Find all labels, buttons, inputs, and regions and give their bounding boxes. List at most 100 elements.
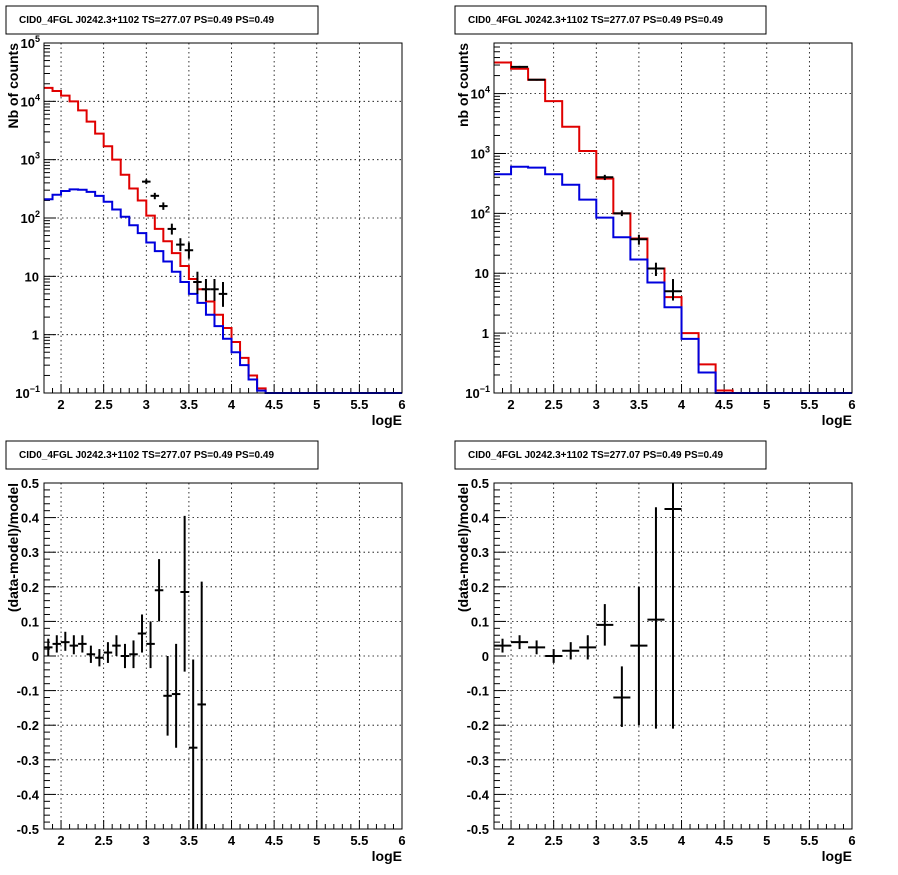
data-point <box>596 174 614 181</box>
data-point <box>201 279 211 301</box>
x-tick-label: 2 <box>57 833 64 848</box>
x-tick-label: 4.5 <box>265 397 283 412</box>
x-tick-label: 3.5 <box>630 397 648 412</box>
x-tick-label: 5.5 <box>350 833 368 848</box>
y-tick-label: -0.3 <box>467 753 489 768</box>
y-tick-label: 0 <box>482 649 489 664</box>
x-tick-label: 5 <box>313 397 320 412</box>
x-tick-label: 6 <box>398 397 405 412</box>
data-point <box>150 192 160 200</box>
model-total-step-line <box>494 61 852 394</box>
x-tick-label: 5.5 <box>800 397 818 412</box>
y-tick-label: -0.5 <box>467 822 489 837</box>
model-source-step-line <box>44 188 402 394</box>
y-tick-label: 0.5 <box>471 476 489 491</box>
data-point <box>129 640 138 669</box>
data-point <box>176 238 185 252</box>
x-tick-label: 2 <box>57 397 64 412</box>
data-point <box>528 78 546 81</box>
x-axis-label: logE <box>372 412 402 428</box>
x-tick-label: 5 <box>763 397 770 412</box>
data-point <box>511 65 529 68</box>
chart-title: CID0_4FGL J0242.3+1102 TS=277.07 PS=0.49… <box>468 15 723 26</box>
y-tick-label: 10 <box>475 266 489 281</box>
chart-title: CID0_4FGL J0242.3+1102 TS=277.07 PS=0.49… <box>19 15 274 26</box>
plot-frame <box>493 42 853 394</box>
y-tick-label: 1 <box>32 328 39 343</box>
data-point <box>61 631 70 651</box>
data-point <box>69 635 79 655</box>
y-tick-label: -0.3 <box>17 753 39 768</box>
x-axis-label: logE <box>372 848 402 864</box>
data-point <box>613 666 631 727</box>
x-tick-label: 4 <box>228 833 236 848</box>
x-tick-label: 5 <box>313 833 320 848</box>
model-total-step-line <box>44 86 402 394</box>
title-box <box>454 5 767 35</box>
x-tick-label: 6 <box>848 833 855 848</box>
data-point <box>78 635 87 653</box>
y-tick-label: 0.3 <box>21 545 39 560</box>
y-tick-label: -0.1 <box>467 684 489 699</box>
data-point <box>120 643 130 669</box>
data-point <box>630 234 648 245</box>
title-box <box>5 5 319 35</box>
y-axis-label: (data-model)/model <box>5 483 21 612</box>
data-point <box>184 242 194 259</box>
y-tick-label: 0.4 <box>471 511 490 526</box>
x-tick-label: 3 <box>143 833 150 848</box>
data-point <box>664 483 682 729</box>
y-tick-label: 103 <box>21 151 40 168</box>
x-tick-label: 4.5 <box>715 833 733 848</box>
x-tick-label: 2.5 <box>95 833 113 848</box>
data-point <box>103 642 113 663</box>
y-tick-label: 0.4 <box>21 511 40 526</box>
x-tick-label: 3 <box>143 397 150 412</box>
data-point <box>197 581 206 829</box>
y-tick-label: -0.2 <box>17 718 39 733</box>
data-point <box>95 649 104 667</box>
x-tick-label: 4 <box>228 397 236 412</box>
data-point <box>44 638 53 656</box>
x-tick-label: 2.5 <box>95 397 113 412</box>
y-tick-label: -0.2 <box>467 718 489 733</box>
data-point <box>545 649 563 663</box>
model-source-step-line <box>494 165 852 394</box>
data-point <box>112 635 121 656</box>
y-tick-label: 1 <box>482 326 489 341</box>
data-point <box>142 179 151 185</box>
data-point <box>647 507 665 729</box>
x-tick-label: 5.5 <box>350 397 368 412</box>
title-box <box>5 440 319 470</box>
data-point <box>193 271 202 294</box>
data-point <box>562 642 580 660</box>
data-point <box>163 656 172 736</box>
data-point <box>167 223 177 235</box>
plot-frame <box>43 42 403 394</box>
data-point <box>180 515 189 672</box>
data-point <box>596 604 614 646</box>
x-tick-label: 4.5 <box>715 397 733 412</box>
x-tick-label: 6 <box>398 833 405 848</box>
x-axis-label: logE <box>822 412 852 428</box>
y-tick-label: 104 <box>21 92 40 109</box>
x-tick-label: 3.5 <box>180 397 198 412</box>
x-tick-label: 5.5 <box>800 833 818 848</box>
x-tick-label: 2.5 <box>545 833 563 848</box>
y-tick-label: 105 <box>21 34 40 51</box>
data-point <box>630 586 648 726</box>
y-tick-label: -0.4 <box>17 787 40 802</box>
plot-frame <box>493 482 853 830</box>
x-tick-label: 4 <box>678 397 686 412</box>
y-tick-label: 0.1 <box>21 614 39 629</box>
y-tick-label: 10−1 <box>465 384 490 401</box>
data-point <box>52 635 62 653</box>
chart-title: CID0_4FGL J0242.3+1102 TS=277.07 PS=0.49… <box>19 450 274 461</box>
y-tick-label: 0.1 <box>471 614 489 629</box>
y-tick-label: -0.1 <box>17 684 39 699</box>
y-tick-label: 10 <box>25 269 39 284</box>
x-tick-label: 3 <box>593 833 600 848</box>
y-axis-label: (data-model)/model <box>455 483 471 612</box>
chart-panel-top-left: CID0_4FGL J0242.3+1102 TS=277.07 PS=0.49… <box>5 5 406 428</box>
